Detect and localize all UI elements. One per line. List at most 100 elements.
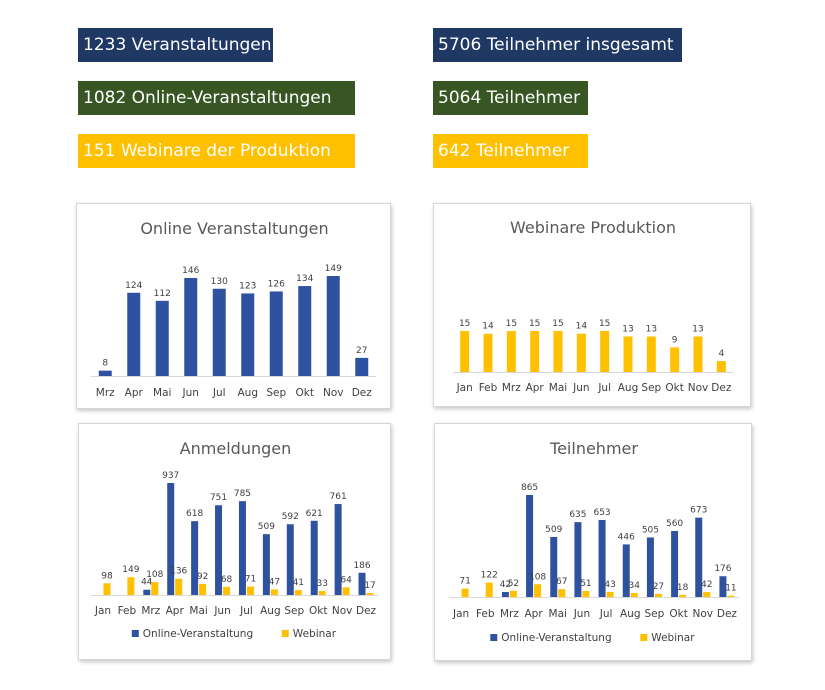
bar-value xyxy=(326,276,340,376)
bar-value xyxy=(212,288,226,376)
bar-value xyxy=(127,292,141,376)
bar-online-veranstaltung xyxy=(238,501,246,595)
data-label: 71 xyxy=(459,577,470,587)
bar-online-veranstaltung xyxy=(646,537,654,597)
data-label: 937 xyxy=(162,471,179,481)
bar-online-veranstaltung xyxy=(310,520,318,595)
x-tick-label: Jun xyxy=(572,382,589,394)
x-tick-label: Aug xyxy=(237,387,258,399)
data-label: 17 xyxy=(364,581,375,591)
data-label: 136 xyxy=(170,567,187,577)
x-tick-label: Apr xyxy=(524,608,543,620)
data-label: 560 xyxy=(666,519,683,529)
x-tick-label: Mrz xyxy=(500,608,519,620)
bar-webinar xyxy=(630,592,638,597)
bar-value xyxy=(600,331,610,372)
bar-online-veranstaltung xyxy=(215,505,223,595)
data-label: 146 xyxy=(182,266,199,276)
stat-total-participants-text: 5706 Teilnehmer insgesamt xyxy=(438,35,674,55)
data-label: 33 xyxy=(316,579,327,589)
stat-webinar-participants-text: 642 Teilnehmer xyxy=(438,141,570,161)
bar-value xyxy=(623,336,633,372)
x-tick-label: Nov xyxy=(332,605,353,617)
bar-webinar xyxy=(582,590,590,597)
data-label: 592 xyxy=(282,512,299,522)
chart-title-webinars: Webinare Produktion xyxy=(510,218,676,237)
bar-webinar xyxy=(223,586,231,595)
x-tick-label: Sep xyxy=(641,382,661,394)
stat-webinars: 151 Webinare der Produktion xyxy=(78,134,355,168)
data-label: 51 xyxy=(580,579,591,589)
data-label: 186 xyxy=(353,561,370,571)
chart-title-online-events: Online Veranstaltungen xyxy=(140,219,328,238)
x-tick-label: Jan xyxy=(94,605,111,617)
chart-participants: TeilnehmerJan71Feb122Mrz4252Apr865108Mai… xyxy=(449,439,739,644)
bar-webinar xyxy=(485,582,493,597)
x-tick-label: Jun xyxy=(213,605,230,617)
x-tick-label: Okt xyxy=(296,387,314,399)
x-tick-label: Mai xyxy=(549,608,567,620)
x-tick-label: Jul xyxy=(599,608,613,620)
bar-value xyxy=(716,361,726,372)
data-label: 14 xyxy=(482,322,494,332)
x-tick-label: Jun xyxy=(573,608,590,620)
data-label: 64 xyxy=(340,575,352,585)
bar-webinar xyxy=(558,589,566,597)
bar-online-veranstaltung xyxy=(334,504,342,595)
data-label: 618 xyxy=(186,509,203,519)
data-label: 67 xyxy=(556,577,567,587)
data-label: 98 xyxy=(101,571,113,581)
bar-webinar xyxy=(679,594,687,597)
bar-online-veranstaltung xyxy=(671,530,679,597)
bar-online-veranstaltung xyxy=(143,589,151,595)
chart-card-webinars: Webinare Produktion Jan 15 Feb 14 Mrz 15 Apr 15 M… xyxy=(433,203,751,407)
data-label: 13 xyxy=(622,324,633,334)
x-tick-label: Jan xyxy=(452,608,469,620)
data-label: 673 xyxy=(690,506,707,516)
bar-webinar xyxy=(606,591,614,597)
chart-card-participants: Teilnehmer Jan 71 Feb 122 Mrz 42 52 Apr 865 108 Mai… xyxy=(434,423,752,661)
data-label: 92 xyxy=(197,572,208,582)
data-label: 14 xyxy=(576,322,588,332)
data-label: 126 xyxy=(268,279,285,289)
bar-webinar xyxy=(103,583,111,595)
bar-webinar xyxy=(366,592,374,595)
data-label: 43 xyxy=(604,580,615,590)
chart-card-online-events: Online Veranstaltungen Mrz 8 Apr 124 Mai 112 Ju… xyxy=(76,203,391,409)
legend-label: Webinar xyxy=(293,628,337,640)
data-label: 785 xyxy=(234,489,251,499)
data-label: 27 xyxy=(653,582,664,592)
bar-value xyxy=(530,331,540,372)
x-tick-label: Sep xyxy=(266,387,286,399)
data-label: 52 xyxy=(508,579,519,589)
data-label: 8 xyxy=(102,359,108,369)
x-tick-label: Apr xyxy=(526,382,545,394)
bar-value xyxy=(693,336,703,372)
bar-value xyxy=(460,331,470,372)
bar-value xyxy=(576,333,586,372)
x-tick-label: Okt xyxy=(669,608,687,620)
bar-webinar xyxy=(509,590,517,597)
data-label: 42 xyxy=(500,580,511,590)
chart-online-events: Online Veranstaltungen Mrz 8 Apr 124 Mai 112 Ju… xyxy=(91,219,376,399)
bar-online-veranstaltung xyxy=(167,483,175,595)
bar-value xyxy=(483,333,493,372)
bar-webinar xyxy=(175,578,183,595)
bar-value xyxy=(298,286,312,376)
x-tick-label: Mai xyxy=(189,605,207,617)
x-tick-label: Mai xyxy=(153,387,171,399)
data-label: 635 xyxy=(569,510,586,520)
bar-online-veranstaltung xyxy=(598,519,606,597)
chart-title-participants: Teilnehmer xyxy=(549,439,638,458)
data-label: 68 xyxy=(221,575,233,585)
x-tick-label: Jun xyxy=(182,387,199,399)
x-tick-label: Okt xyxy=(309,605,327,617)
x-tick-label: Dez xyxy=(717,608,738,620)
bar-online-veranstaltung xyxy=(501,592,509,597)
bar-value xyxy=(355,357,369,376)
data-label: 13 xyxy=(692,324,703,334)
bar-webinar xyxy=(199,584,207,595)
x-tick-label: Mai xyxy=(549,382,567,394)
bar-online-veranstaltung xyxy=(622,544,630,597)
